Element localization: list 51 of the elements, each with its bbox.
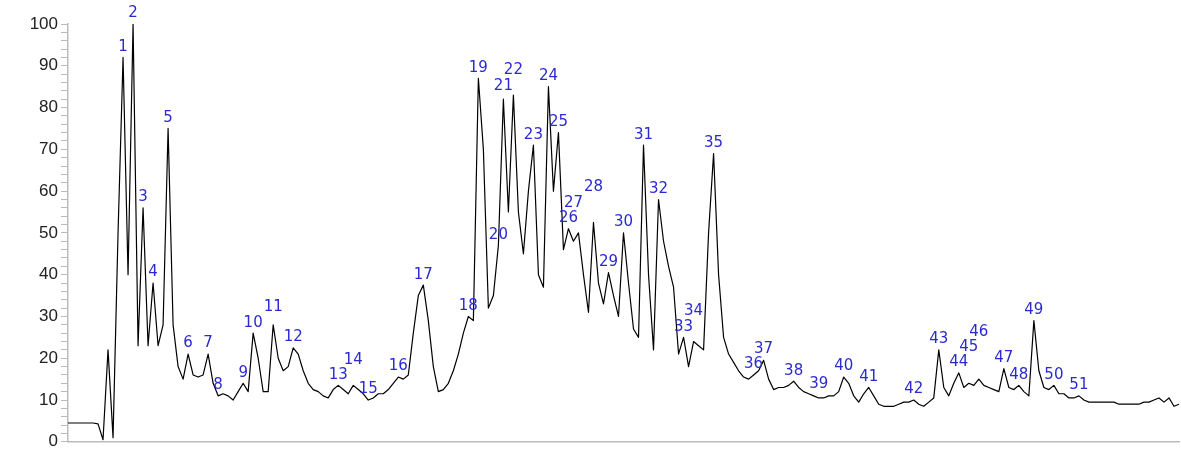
annotation: 8 — [213, 375, 223, 394]
annotation: 36 — [744, 354, 764, 373]
annotation: 24 — [538, 66, 558, 85]
annotation: 43 — [929, 329, 949, 348]
annotation: 37 — [754, 338, 774, 357]
y-tick-label: 90 — [39, 55, 58, 75]
annotation: 47 — [994, 348, 1014, 367]
y-tick-label: 100 — [29, 13, 58, 33]
annotation: 44 — [949, 352, 969, 371]
annotation: 28 — [583, 176, 604, 195]
annotation: 5 — [163, 107, 173, 126]
y-tick-label: 10 — [39, 389, 58, 409]
annotation: 16 — [388, 356, 408, 375]
annotation: 50 — [1044, 364, 1064, 383]
annotation: 27 — [563, 192, 583, 211]
y-tick-label: 30 — [39, 306, 58, 326]
y-tick-label: 50 — [39, 222, 58, 242]
y-tick-label: 0 — [48, 431, 58, 451]
annotation: 17 — [413, 264, 433, 283]
annotation: 32 — [648, 178, 669, 197]
annotation: 48 — [1009, 364, 1029, 383]
annotation: 1 — [118, 36, 128, 55]
annotation: 11 — [263, 297, 283, 316]
annotation: 39 — [809, 374, 829, 393]
annotation: 49 — [1024, 300, 1044, 319]
annotation: 19 — [468, 57, 488, 76]
annotation: 7 — [203, 333, 213, 352]
annotation: 29 — [598, 251, 619, 270]
annotation: 23 — [523, 124, 543, 143]
annotation: 2 — [128, 3, 138, 22]
annotation: 10 — [243, 312, 263, 331]
y-tick-label: 70 — [39, 139, 58, 159]
y-tick-label: 60 — [39, 180, 58, 200]
annotation: 38 — [784, 360, 804, 379]
annotation: 51 — [1069, 375, 1089, 394]
annotation: 42 — [904, 379, 924, 398]
annotation: 4 — [148, 262, 158, 281]
annotation: 6 — [183, 333, 193, 352]
annotation: 31 — [633, 124, 654, 143]
y-tick-label: 80 — [39, 97, 58, 117]
annotation: 34 — [684, 300, 704, 319]
annotation: 3 — [138, 187, 148, 206]
annotation: 15 — [358, 379, 378, 398]
annotation: 40 — [834, 356, 854, 375]
y-tick-label: 20 — [39, 347, 58, 367]
annotation: 12 — [283, 327, 303, 346]
annotation: 30 — [613, 212, 634, 231]
y-tick-label: 40 — [39, 264, 58, 284]
annotation: 9 — [238, 362, 248, 381]
annotation: 35 — [704, 132, 724, 151]
annotation: 41 — [859, 366, 879, 385]
